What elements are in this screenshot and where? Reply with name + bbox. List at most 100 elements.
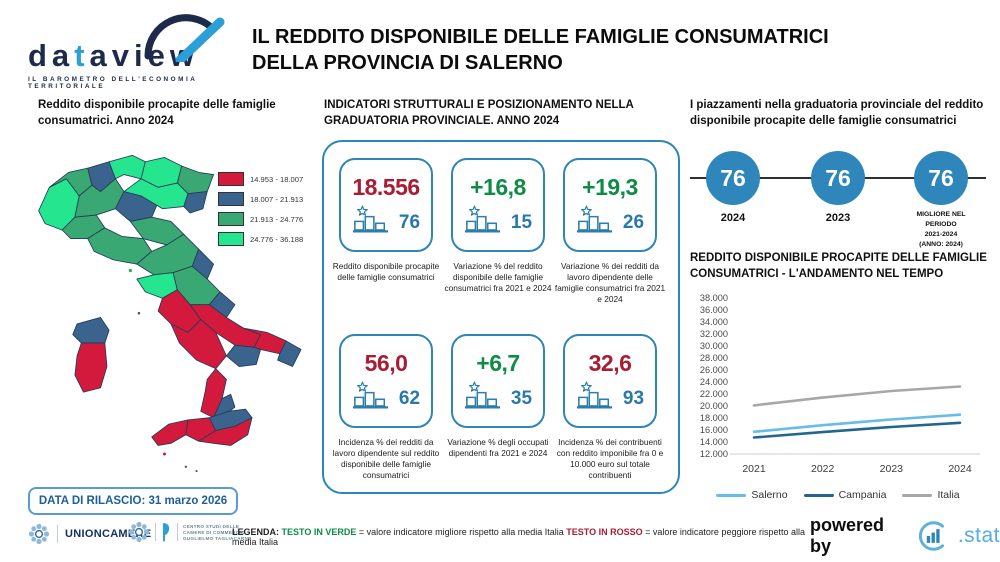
indicators-panel-title: INDICATORI STRUTTURALI E POSIZIONAMENTO … [324, 99, 634, 127]
divider [177, 523, 178, 541]
legend-red-term: TESTO IN ROSSO [566, 527, 643, 537]
rank-label-2023: 2023 [825, 212, 851, 224]
trend-legend-swatch [803, 493, 834, 497]
indicator-caption: Reddito disponibile procapite delle fami… [332, 261, 440, 282]
logo-t-glyph: t [74, 38, 90, 73]
trend-legend-item: Campania [803, 489, 886, 501]
page-title-line1: IL REDDITO DISPONIBILE DELLE FAMIGLIE CO… [252, 26, 829, 48]
legend-prefix: LEGENDA: [232, 527, 279, 537]
indicator-rank: 62 [398, 388, 421, 409]
dataview-wordmark: dataview [28, 14, 248, 73]
divider [155, 523, 156, 541]
trend-chart-plot: 38.000 36.000 34.000 32.000 30.000 28.000 26.0… [700, 293, 980, 475]
legend-swatch-red [218, 172, 244, 186]
svg-text:2022: 2022 [811, 463, 835, 475]
tagliacarne-line: CENTRO STUDI DELLE [183, 523, 240, 529]
map-panel-title: Reddito disponibile procapite delle fami… [38, 99, 276, 127]
legend-swatch-blue [218, 192, 244, 206]
indicator-card: 18.556 76 [339, 158, 433, 252]
map-legend-item: 21.913 - 24.776 [218, 212, 322, 226]
svg-text:26.000: 26.000 [700, 365, 728, 375]
indicator-caption: Incidenza % dei redditi da lavoro dipend… [332, 437, 440, 480]
indicator-cell: +6,7 35 Variazione % degli occupati dipe… [442, 334, 554, 459]
svg-text:2023: 2023 [880, 463, 904, 475]
svg-text:18.000: 18.000 [700, 413, 728, 423]
podium-icon [464, 205, 501, 233]
legend-swatch-green [218, 212, 244, 226]
tagliacarne-line: GUGLIELMO TAGLIACARNE [183, 535, 252, 541]
indicator-caption: Variazione % degli occupati dipendenti f… [447, 437, 549, 458]
svg-text:32.000: 32.000 [700, 329, 728, 339]
rank-label-2024: 2024 [720, 212, 746, 224]
trend-chart-legend: Salerno Campania Italia [686, 489, 990, 501]
release-date-badge: DATA DI RILASCIO: 31 marzo 2026 [28, 487, 238, 515]
indicator-rank: 15 [510, 212, 533, 233]
indicator-rank: 35 [510, 388, 533, 409]
svg-text:2024: 2024 [948, 463, 972, 475]
color-legend-note: LEGENDA: TESTO IN VERDE = valore indicat… [232, 527, 807, 547]
svg-text:20.000: 20.000 [700, 401, 728, 411]
legend-green-text: = valore indicatore migliore rispetto al… [358, 527, 564, 537]
podium-icon [464, 381, 501, 409]
podium-icon [352, 381, 389, 409]
page-title: IL REDDITO DISPONIBILE DELLE FAMIGLIE CO… [252, 24, 992, 76]
legend-label: 21.913 - 24.776 [250, 214, 304, 224]
trend-legend-item: Salerno [716, 489, 788, 501]
logo-text-pre: da [28, 38, 75, 73]
svg-text:22.000: 22.000 [700, 389, 728, 399]
rank-value: 76 [720, 164, 746, 191]
italy-choropleth-map [38, 154, 302, 473]
podium-icon [576, 381, 613, 409]
legend-green-term: TESTO IN VERDE [281, 527, 357, 537]
rank-circle-best: 76 [914, 151, 968, 205]
svg-text:24.000: 24.000 [700, 377, 728, 387]
legend-red-text: = valore indicatore peggiore rispetto al… [232, 527, 805, 547]
gauge-icon [144, 14, 225, 62]
unioncamere-gear-icon [28, 523, 50, 545]
indicator-caption: Variazione % dei redditi da lavoro dipen… [554, 261, 666, 304]
svg-text:38.000: 38.000 [700, 293, 728, 303]
indicator-value: +16,8 [470, 174, 526, 200]
trend-legend-swatch [716, 493, 747, 497]
ranking-panel-title: I piazzamenti nella graduatoria provinci… [690, 99, 984, 127]
powered-by-text: powered by [810, 515, 885, 556]
svg-text:16.000: 16.000 [700, 425, 728, 435]
map-legend-item: 14.953 - 18.007 [218, 172, 322, 186]
svg-text:12.000: 12.000 [700, 449, 728, 459]
svg-text:14.000: 14.000 [700, 437, 728, 447]
rank-label-best: MIGLIORE NEL PERIODO 2021-2024 (ANNO: 20… [916, 211, 966, 248]
indicator-card: +6,7 35 [451, 334, 545, 428]
indicator-rank: 93 [622, 388, 645, 409]
legend-label: 14.953 - 18.007 [250, 174, 304, 184]
svg-text:28.000: 28.000 [700, 353, 728, 363]
indicator-card: +19,3 26 [563, 158, 657, 252]
svg-text:34.000: 34.000 [700, 317, 728, 327]
powered-by-stat-logo[interactable]: powered by .stat [810, 515, 1000, 557]
indicator-rank: 76 [398, 212, 421, 233]
indicator-caption: Incidenza % dei contribuenti con reddito… [556, 437, 664, 480]
tagliacarne-mark-icon [163, 523, 170, 542]
tagliacarne-logo: CENTRO STUDI DELLE CAMERE DI COMMERCIO G… [128, 521, 251, 543]
svg-text:30.000: 30.000 [700, 341, 728, 351]
indicator-value: 56,0 [364, 350, 408, 376]
trend-legend-item: Italia [902, 489, 960, 501]
legend-label: 24.776 - 36.188 [250, 234, 304, 244]
indicator-cell: +19,3 26 Variazione % dei redditi da lav… [554, 158, 666, 305]
trend-legend-swatch [902, 493, 933, 497]
tagliacarne-line: CAMERE DI COMMERCIO [183, 529, 245, 535]
indicator-cell: 18.556 76 Reddito disponibile procapite … [330, 158, 442, 283]
rank-value: 76 [928, 164, 954, 191]
legend-label: 18.007 - 21.913 [250, 194, 304, 204]
indicator-rank: 26 [622, 212, 645, 233]
svg-text:2021: 2021 [742, 463, 766, 475]
logo-tagline: IL BAROMETRO DELL'ECONOMIA TERRITORIALE [28, 76, 198, 90]
trend-chart: 38.000 36.000 34.000 32.000 30.000 28.000 26.0… [686, 286, 990, 501]
trend-legend-label: Salerno [751, 489, 788, 501]
indicator-value: 32,6 [588, 350, 632, 376]
map-legend: 14.953 - 18.007 18.007 - 21.913 21.913 -… [218, 172, 322, 246]
divider [57, 525, 58, 543]
indicator-card: 32,6 93 [563, 334, 657, 428]
stat-c-icon [919, 521, 945, 551]
indicator-card: 56,0 62 [339, 334, 433, 428]
indicator-value: +6,7 [476, 350, 520, 376]
